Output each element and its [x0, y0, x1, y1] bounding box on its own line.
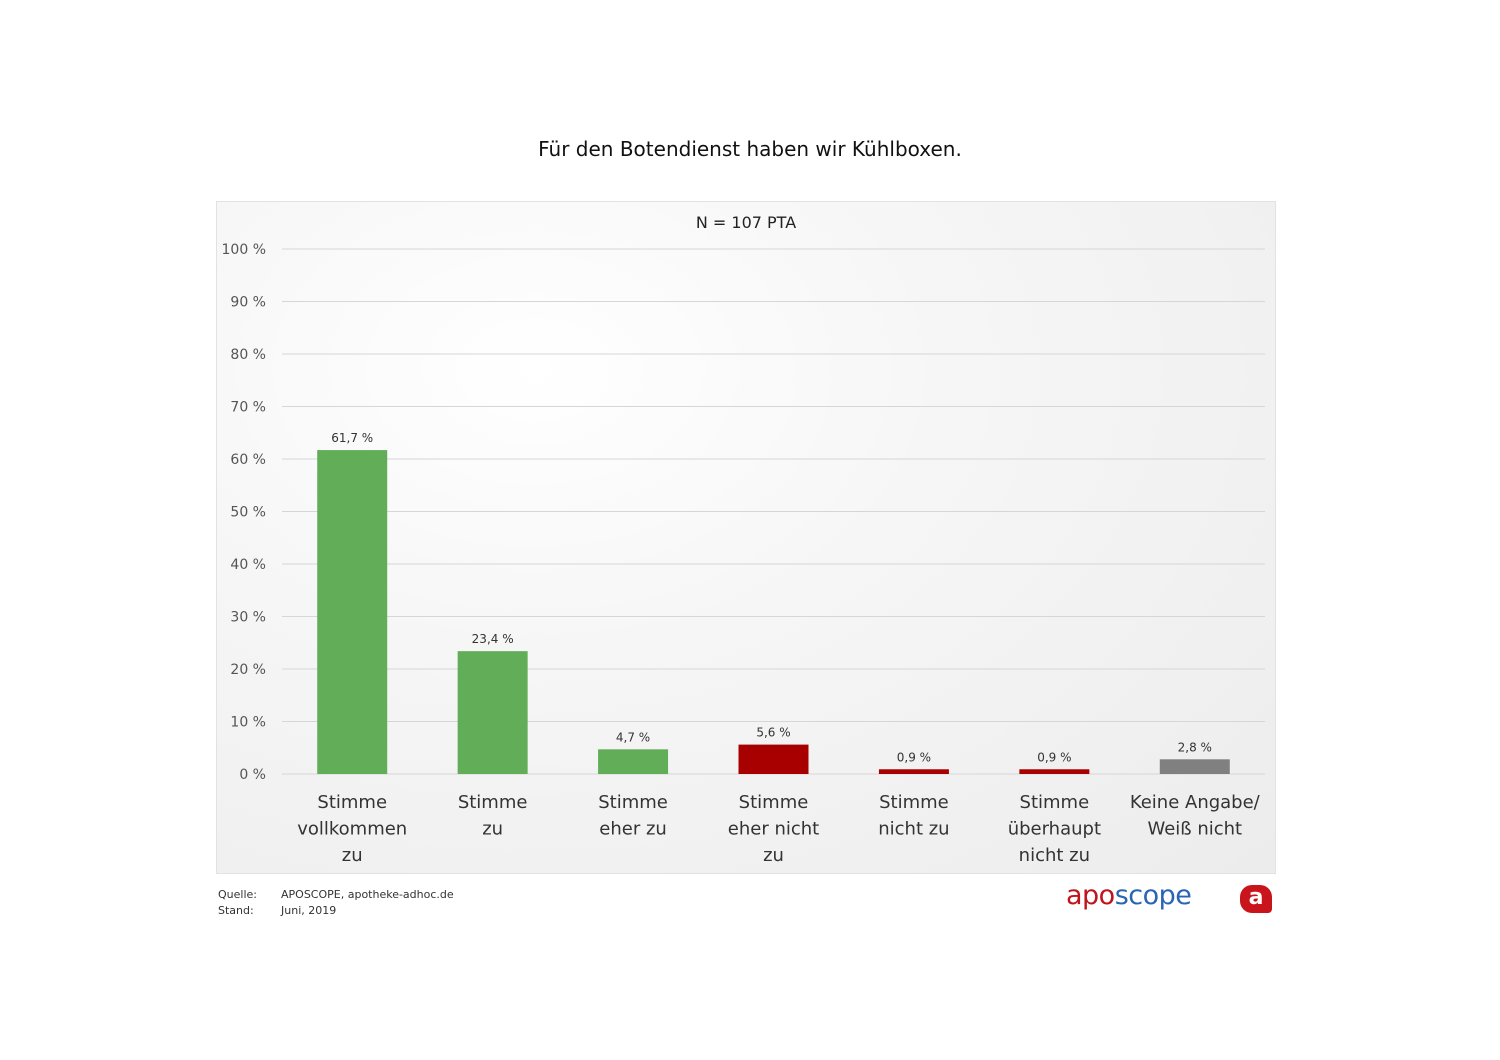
logo-part-scope: scope: [1114, 880, 1192, 911]
x-tick-label: Keine Angabe/: [1130, 792, 1261, 813]
bar: [457, 651, 528, 774]
x-tick-label: eher nicht: [728, 819, 819, 840]
y-tick-label: 100 %: [222, 242, 266, 258]
x-tick-label: Stimme: [879, 792, 949, 813]
y-tick-label: 70 %: [230, 400, 266, 416]
x-tick-label: nicht zu: [878, 819, 949, 840]
data-label: 5,6 %: [756, 726, 790, 740]
logo-part-apo: apo: [1066, 880, 1115, 911]
data-label: 0,9 %: [1037, 750, 1071, 764]
data-label: 2,8 %: [1178, 740, 1212, 754]
bar: [738, 744, 809, 774]
x-tick-label: Stimme: [1020, 792, 1090, 813]
y-tick-label: 90 %: [230, 295, 266, 311]
source-value: APOSCOPE, apotheke-adhoc.de: [281, 888, 454, 901]
source-label: Quelle:: [218, 888, 257, 901]
y-tick-label: 60 %: [230, 452, 266, 468]
date-label: Stand:: [218, 904, 254, 917]
y-tick-label: 0 %: [239, 767, 266, 783]
aposcope-logo: aposcope: [1066, 880, 1192, 911]
data-label: 4,7 %: [616, 730, 650, 744]
x-tick-label: Weiß nicht: [1147, 819, 1242, 840]
data-label: 61,7 %: [331, 431, 373, 445]
y-tick-label: 50 %: [230, 505, 266, 521]
data-label: 0,9 %: [897, 750, 931, 764]
x-tick-label: Stimme: [458, 792, 528, 813]
bar: [598, 749, 669, 774]
x-tick-label: eher zu: [599, 819, 667, 840]
x-tick-label: zu: [482, 819, 503, 840]
x-tick-label: zu: [763, 845, 784, 866]
bar: [317, 450, 388, 774]
y-tick-label: 40 %: [230, 557, 266, 573]
y-tick-label: 20 %: [230, 662, 266, 678]
x-tick-label: nicht zu: [1019, 845, 1090, 866]
bar: [878, 769, 949, 774]
x-tick-label: Stimme: [317, 792, 387, 813]
y-tick-label: 30 %: [230, 610, 266, 626]
bar: [1019, 769, 1090, 774]
chart-title: Für den Botendienst haben wir Kühlboxen.: [538, 137, 962, 161]
apotheke-adhoc-logo-icon: a: [1240, 885, 1272, 913]
chart-subtitle: N = 107 PTA: [696, 213, 796, 232]
x-tick-label: zu: [342, 845, 363, 866]
chart-panel: N = 107 PTA 0 % 10 % 20 % 30 % 40 % 50 % 60 % 70…: [216, 201, 1276, 874]
date-value: Juni, 2019: [281, 904, 337, 917]
bar: [1159, 759, 1230, 774]
x-tick-label: Stimme: [598, 792, 668, 813]
data-label: 23,4 %: [472, 632, 514, 646]
x-tick-label: überhaupt: [1008, 819, 1101, 840]
y-tick-label: 10 %: [230, 715, 266, 731]
x-tick-label: vollkommen: [297, 819, 407, 840]
y-tick-label: 80 %: [230, 347, 266, 363]
x-tick-label: Stimme: [739, 792, 809, 813]
bar-chart: N = 107 PTA 0 % 10 % 20 % 30 % 40 % 50 % 60 % 70…: [222, 213, 1265, 866]
